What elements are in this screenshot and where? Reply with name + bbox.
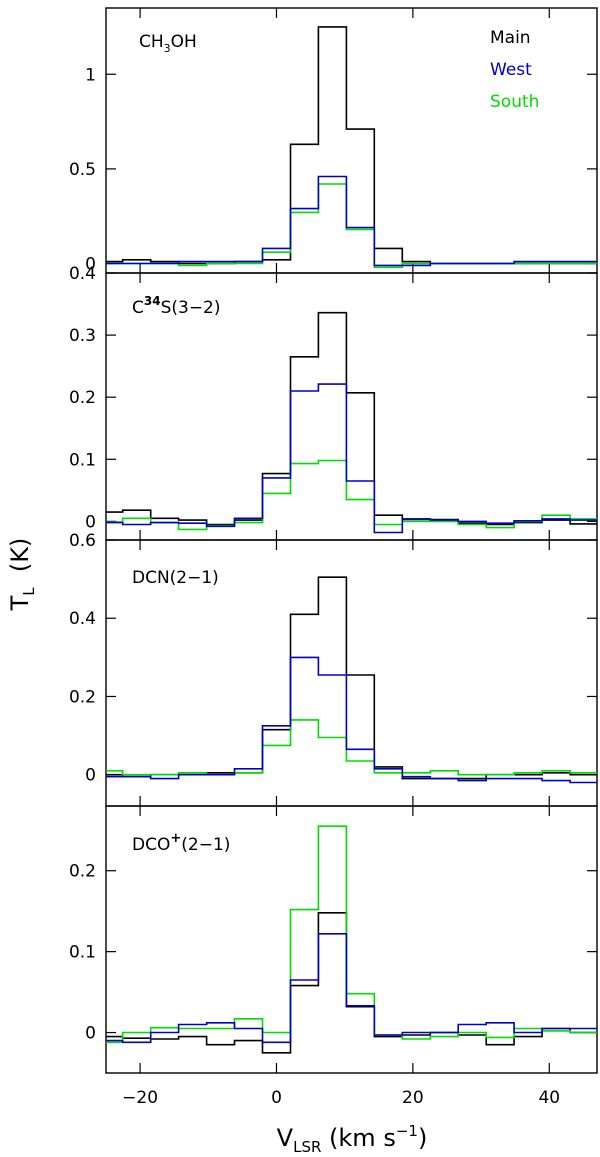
series-west-ch3oh — [106, 175, 597, 267]
legend-main: Main — [490, 28, 531, 48]
panel-dcn: 0 0.2 0.4 0.6 — [69, 531, 598, 807]
x-axis-title: VLSR (km s−1) — [277, 1122, 428, 1156]
y-tick-label: 0.2 — [69, 687, 96, 707]
panel-label-dcn: DCN(2−1) — [132, 568, 219, 588]
series-west-dco — [106, 933, 597, 1044]
series-west-c34s — [106, 383, 597, 534]
y-tick-label: 0.1 — [69, 943, 96, 963]
legend-south: South — [490, 92, 539, 112]
series-group — [106, 311, 597, 534]
x-tick-label: 0 — [271, 1088, 282, 1108]
y-tick-label: 0.5 — [69, 160, 96, 180]
panel-dco: 0 0.1 0.2 — [69, 805, 598, 1074]
y-tick-label: 0.3 — [69, 326, 96, 346]
y-tick-label: 0 — [85, 1024, 96, 1044]
series-group — [106, 576, 597, 784]
y-tick-label: 0 — [85, 512, 96, 532]
panel-label-ch3oh: CH3OH — [139, 32, 197, 55]
panel-label-dco: DCO+(2−1) — [132, 831, 230, 855]
y-tick-label: 0 — [85, 766, 96, 786]
series-group — [106, 825, 597, 1054]
legend-west: West — [490, 60, 532, 80]
y-tick-label: 0.4 — [69, 264, 96, 284]
panel-frame — [105, 805, 598, 1074]
x-tick-label: −20 — [122, 1088, 158, 1108]
y-tick-label: 0.2 — [69, 862, 96, 882]
y-tick-label: 0.6 — [69, 531, 96, 551]
panel-label-c34s: C34S(3−2) — [132, 294, 221, 318]
series-west-dcn — [106, 656, 597, 784]
x-tick-label: 40 — [538, 1088, 560, 1108]
y-axis-title: TL (K) — [6, 538, 38, 612]
y-tick-label: 0 — [85, 255, 96, 275]
y-tick-label: 0.2 — [69, 388, 96, 408]
x-tick-label: 20 — [402, 1088, 424, 1108]
y-tick-label: 0.4 — [69, 609, 96, 629]
series-group — [106, 26, 597, 269]
y-tick-label: 1 — [85, 65, 96, 85]
y-tick-label: 0.1 — [69, 450, 96, 470]
